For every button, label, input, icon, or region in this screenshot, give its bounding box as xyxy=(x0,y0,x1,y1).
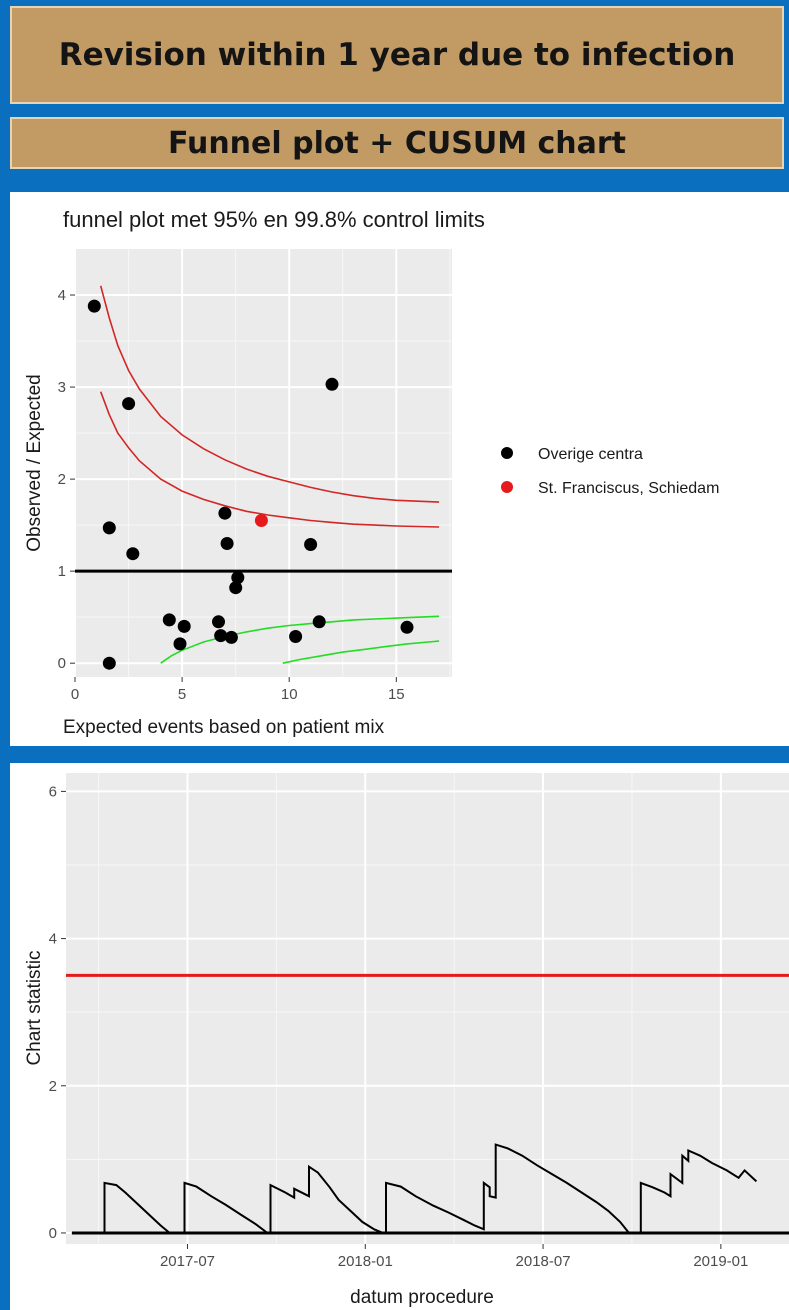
data-point-overige xyxy=(312,615,326,629)
data-point-overige xyxy=(224,630,238,644)
data-point-overige xyxy=(102,521,116,535)
data-point-overige xyxy=(220,537,234,550)
legend-label-overige: Overige centra xyxy=(538,446,643,463)
funnel-plot: funnel plot met 95% en 99.8% control lim… xyxy=(24,207,719,738)
data-point-overige xyxy=(231,571,245,585)
cusum-y-tick-label: 4 xyxy=(49,931,57,948)
data-point-overige xyxy=(214,629,228,643)
control-limit-upper-99.8 xyxy=(99,285,440,503)
funnel-points xyxy=(87,299,414,670)
cusum-y-label: Chart statistic xyxy=(24,950,45,1065)
cusum-x-tick-label: 2019-01 xyxy=(693,1253,748,1270)
funnel-y-tick-label: 3 xyxy=(58,379,66,396)
data-point-overige xyxy=(87,299,101,313)
cusum-chart: 2017-07 2018-01 2018-07 2019-01 0 2 4 6 datum … xyxy=(24,773,789,1308)
funnel-y-tick-label: 2 xyxy=(58,471,66,488)
cusum-x-tick-label: 2018-01 xyxy=(338,1253,393,1270)
data-point-overige xyxy=(400,620,414,634)
legend-label-franciscus: St. Franciscus, Schiedam xyxy=(538,480,719,497)
legend-marker-overige xyxy=(501,447,513,459)
funnel-y-tick-label: 1 xyxy=(58,563,66,580)
funnel-legend: Overige centra St. Franciscus, Schiedam xyxy=(501,446,719,497)
page-title: Revision within 1 year due to infection xyxy=(58,37,736,73)
control-limit-lower-99.8 xyxy=(282,640,440,664)
data-point-overige xyxy=(212,615,225,629)
cusum-series-line xyxy=(71,1143,758,1234)
funnel-x-tick-label: 15 xyxy=(388,686,405,703)
data-point-overige xyxy=(177,619,191,633)
funnel-y-ticks: 0 1 2 3 4 xyxy=(58,287,75,672)
cusum-y-tick-label: 2 xyxy=(49,1078,57,1095)
funnel-control-limits xyxy=(99,285,440,664)
data-point-overige xyxy=(122,397,136,411)
data-point-overige xyxy=(229,581,243,595)
funnel-x-ticks: 0 5 10 15 xyxy=(71,677,405,703)
funnel-y-tick-label: 4 xyxy=(58,287,66,304)
cusum-y-ticks: 0 2 4 6 xyxy=(49,783,66,1242)
funnel-plot-area xyxy=(75,249,452,677)
data-point-overige xyxy=(173,637,187,651)
cusum-x-label: datum procedure xyxy=(350,1287,494,1308)
data-point-overige xyxy=(162,613,176,627)
cusum-chart-panel: 2017-07 2018-01 2018-07 2019-01 0 2 4 6 datum … xyxy=(10,763,789,1310)
control-limit-lower-95 xyxy=(160,615,440,664)
data-point-overige xyxy=(218,506,232,520)
cusum-x-tick-label: 2017-07 xyxy=(160,1253,215,1270)
data-point-overige xyxy=(325,377,339,391)
cusum-gridlines xyxy=(66,773,789,1244)
control-limit-upper-95 xyxy=(99,391,440,528)
data-point-overige xyxy=(102,656,116,670)
legend-marker-franciscus xyxy=(501,481,513,493)
data-point-overige xyxy=(289,630,303,643)
funnel-y-label: Observed / Expected xyxy=(24,374,45,551)
cusum-x-ticks: 2017-07 2018-01 2018-07 2019-01 xyxy=(160,1244,748,1270)
data-point-franciscus xyxy=(254,514,268,527)
cusum-y-tick-label: 0 xyxy=(49,1225,57,1242)
page-subtitle: Funnel plot + CUSUM chart xyxy=(167,125,627,161)
page-title-banner: Revision within 1 year due to infection xyxy=(10,6,784,104)
funnel-title: funnel plot met 95% en 99.8% control lim… xyxy=(63,207,485,232)
funnel-x-tick-label: 0 xyxy=(71,686,79,703)
subtitle-banner: Funnel plot + CUSUM chart xyxy=(10,117,784,169)
cusum-y-tick-label: 6 xyxy=(49,783,57,800)
funnel-x-tick-label: 5 xyxy=(178,686,186,703)
cusum-plot-area xyxy=(66,773,789,1244)
data-point-overige xyxy=(304,538,318,551)
funnel-y-tick-label: 0 xyxy=(58,655,66,672)
data-point-overige xyxy=(126,547,140,561)
funnel-x-tick-label: 10 xyxy=(281,686,298,703)
funnel-plot-panel: funnel plot met 95% en 99.8% control lim… xyxy=(10,192,789,746)
cusum-x-tick-label: 2018-07 xyxy=(516,1253,571,1270)
funnel-x-label: Expected events based on patient mix xyxy=(63,717,385,738)
